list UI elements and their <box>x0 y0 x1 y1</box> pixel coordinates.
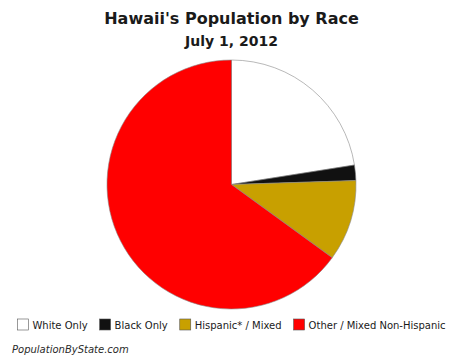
legend-item: Black Only <box>100 319 168 331</box>
pie-slice <box>107 60 332 309</box>
title: Hawaii's Population by Race <box>104 9 359 28</box>
legend-label: Other / Mixed Non-Hispanic <box>309 320 446 331</box>
legend-label: Hispanic* / Mixed <box>195 320 282 331</box>
legend-item: Other / Mixed Non-Hispanic <box>294 319 446 331</box>
pie-slice <box>232 60 355 185</box>
legend-swatch <box>180 319 191 330</box>
subtitle: July 1, 2012 <box>184 33 278 49</box>
annotation: PopulationByState.com <box>12 344 129 355</box>
legend-label: Black Only <box>115 320 168 331</box>
pie <box>107 60 356 309</box>
legend-swatch <box>294 319 305 330</box>
legend-item: Hispanic* / Mixed <box>180 319 282 331</box>
legend: White Only Black Only Hispanic* / Mixed Oth… <box>17 319 445 331</box>
legend-label: White Only <box>32 320 87 331</box>
legend-item: White Only <box>17 319 87 331</box>
legend-swatch <box>17 319 28 330</box>
legend-swatch <box>100 319 111 330</box>
chart: Hawaii's Population by Race July 1, 2012 W… <box>0 0 463 359</box>
